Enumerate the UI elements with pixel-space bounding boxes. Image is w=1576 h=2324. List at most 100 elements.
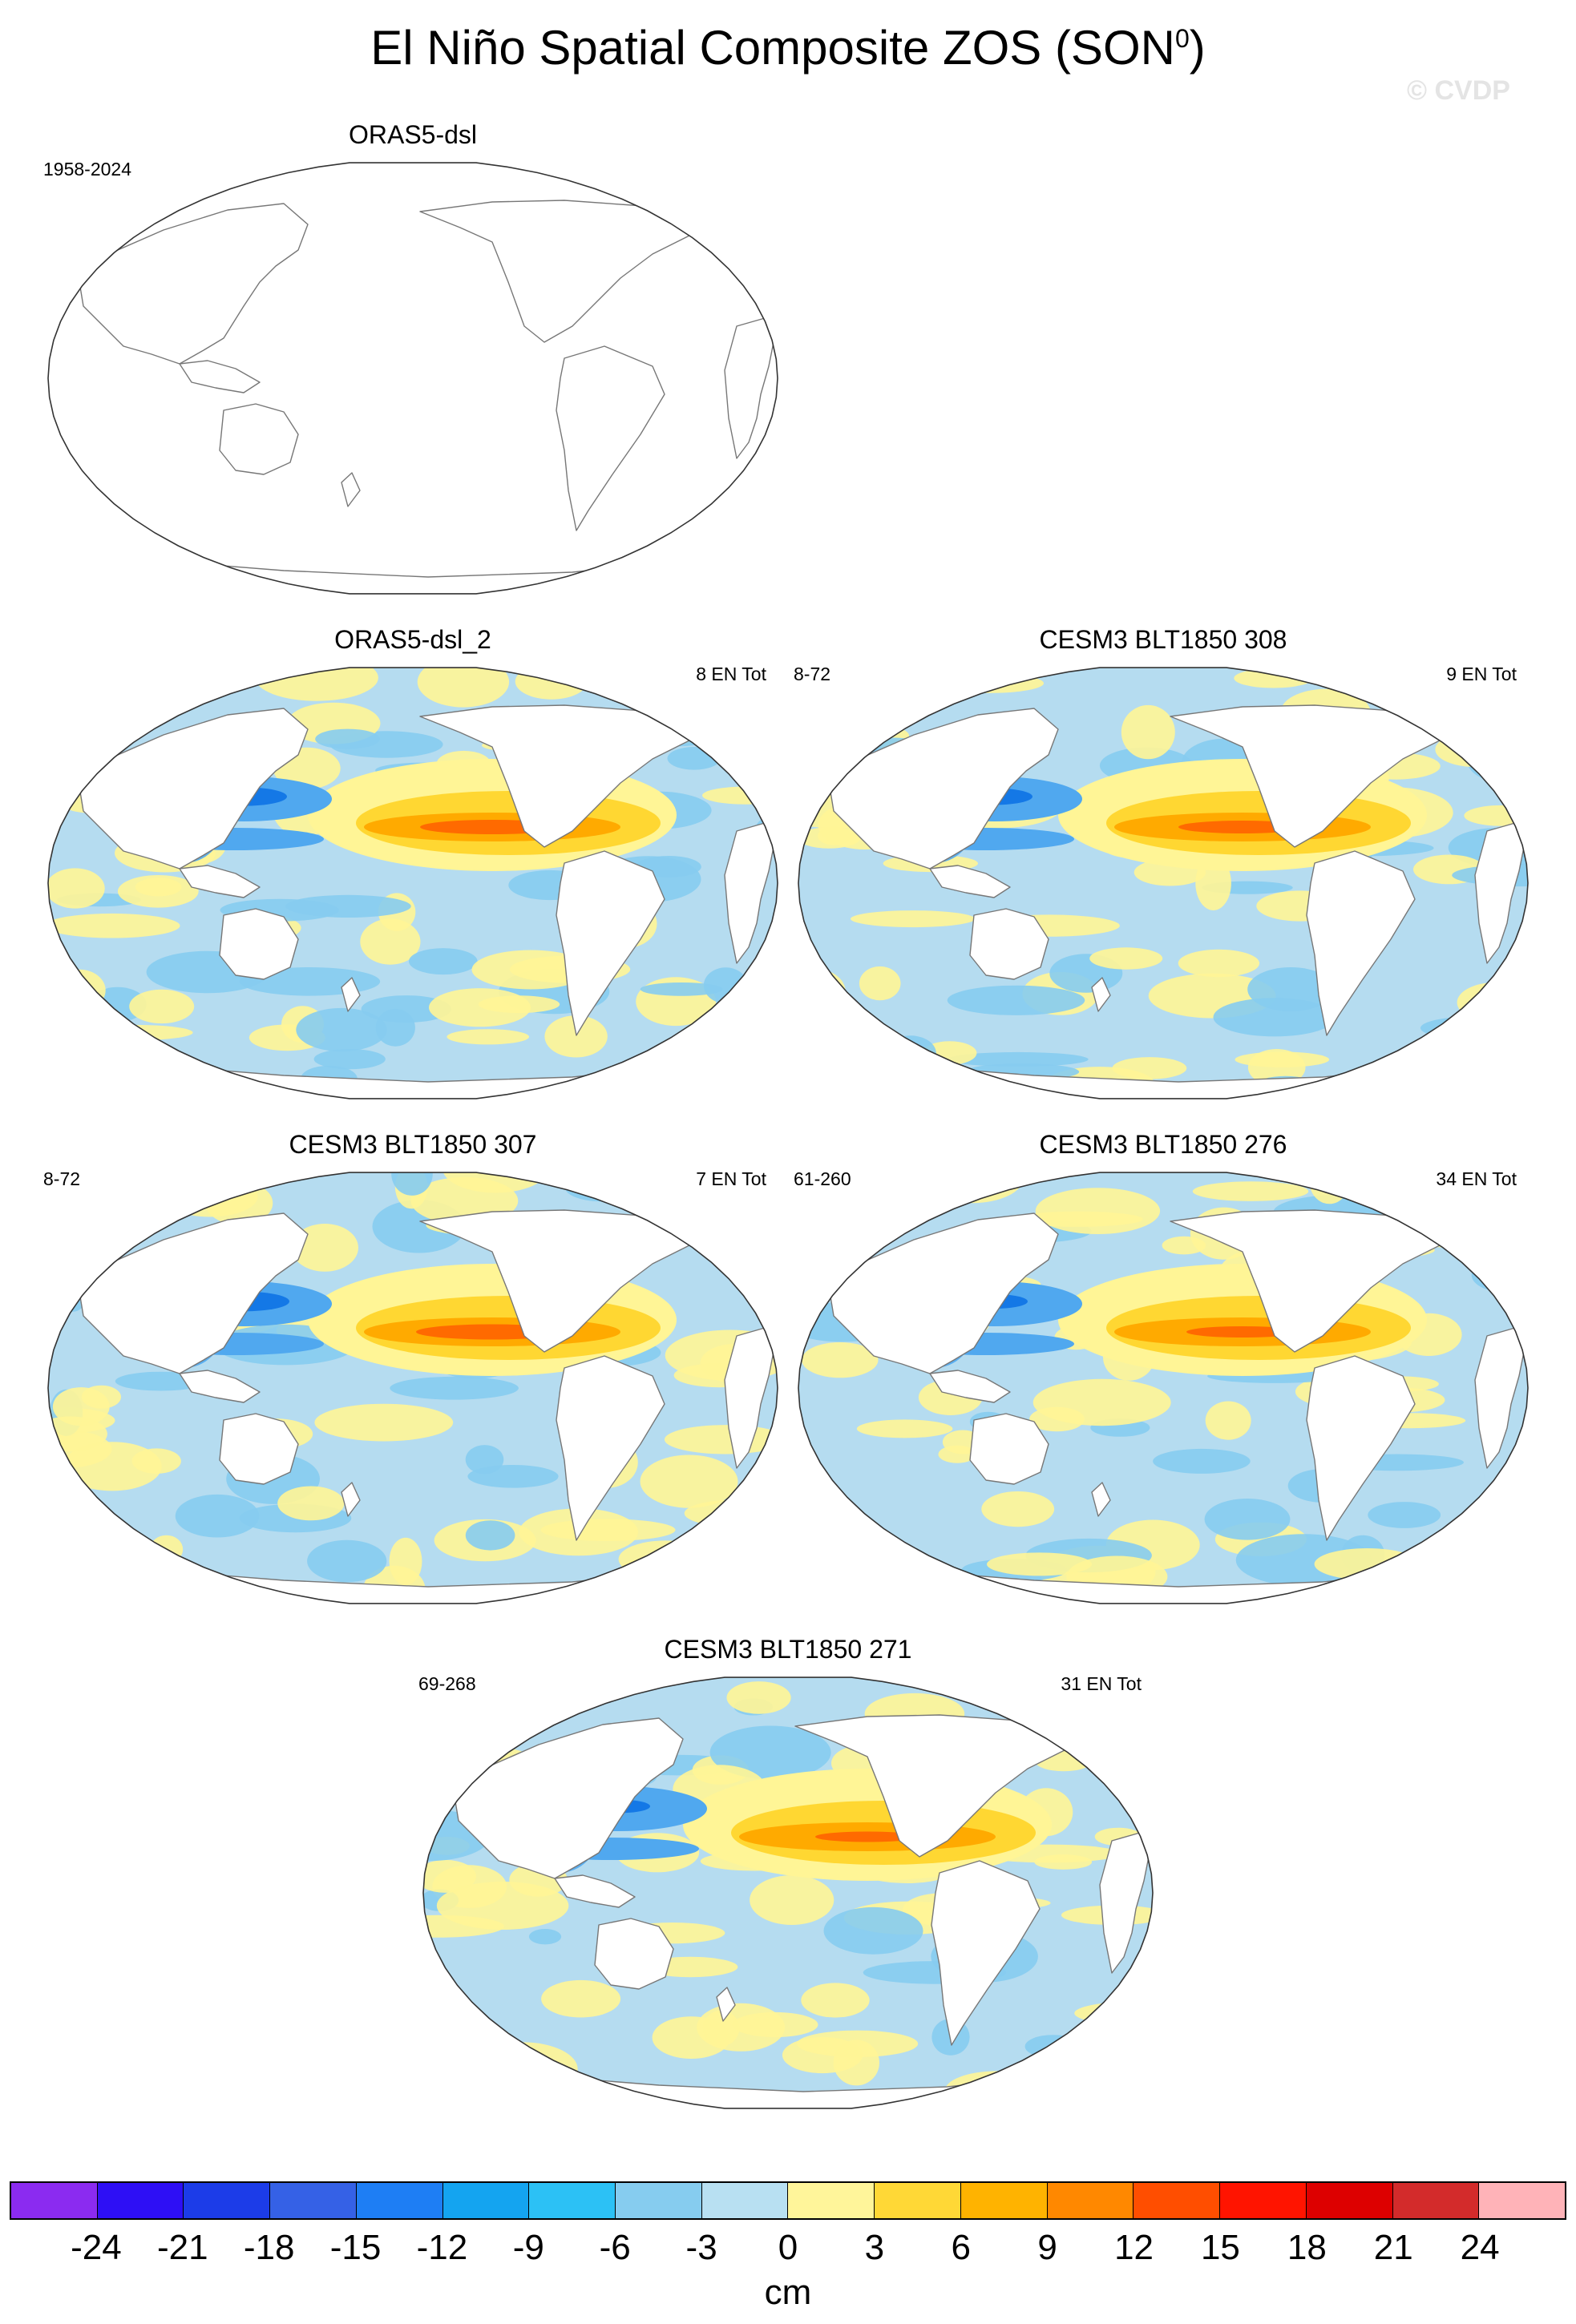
anomaly-patch <box>511 2085 608 2108</box>
anomaly-patch <box>859 966 901 1001</box>
robinson-map <box>43 154 782 603</box>
colorbar-bin <box>97 2183 184 2218</box>
se-asia-islands-landmass <box>929 865 1011 898</box>
panel-title: CESM3 BLT1850 276 <box>1039 1130 1287 1159</box>
colorbar-tick-label: 0 <box>778 2228 798 2267</box>
anomaly-patch <box>467 1465 559 1488</box>
panel-event-count: 31 EN Tot <box>1061 1673 1142 1694</box>
anomaly-patch <box>307 1539 387 1583</box>
robinson-map <box>794 659 1533 1108</box>
map-svg <box>47 162 778 595</box>
anomaly-patch <box>48 868 105 909</box>
anomaly-patch <box>1368 1502 1441 1528</box>
colorbar-bin <box>960 2183 1048 2218</box>
anomaly-patch <box>296 1007 387 1052</box>
south-america-landmass <box>556 345 665 531</box>
anomaly-patch <box>851 910 976 928</box>
anomaly-patch <box>856 1419 953 1438</box>
north-america-landmass <box>1170 704 1452 848</box>
anomaly-patch <box>1449 1054 1528 1096</box>
anomaly-patch <box>1109 1677 1153 1698</box>
colorbar-bin <box>1047 2183 1134 2218</box>
anomaly-patch <box>944 2071 1049 2108</box>
anomaly-patch <box>802 1342 879 1378</box>
anomaly-patch <box>1489 668 1528 693</box>
anomaly-patch <box>798 703 838 726</box>
asia-landmass <box>454 1717 684 1879</box>
anomaly-patch <box>1474 1592 1528 1604</box>
north-america-landmass <box>419 704 701 848</box>
anomaly-patch <box>135 878 182 897</box>
map-svg <box>47 1172 778 1604</box>
anomaly-patch <box>1089 947 1163 970</box>
anomaly-patch <box>313 1049 386 1070</box>
new-zealand-landmass <box>1091 977 1111 1012</box>
greenland-landmass <box>652 682 729 717</box>
anomaly-patch <box>1010 2073 1081 2105</box>
new-zealand-landmass <box>1091 1482 1111 1517</box>
panel-event-count: 9 EN Tot <box>1446 664 1517 684</box>
anomaly-patch <box>1409 1538 1492 1585</box>
anomaly-patch <box>1035 1188 1161 1234</box>
colorbar-tick-label: 24 <box>1460 2228 1500 2267</box>
se-asia-islands-landmass <box>179 360 261 393</box>
map-outline <box>47 162 778 595</box>
colorbar-tick-label: -15 <box>329 2228 382 2267</box>
north-america-landmass <box>1170 1209 1452 1353</box>
anomaly-patch <box>798 981 835 1025</box>
map-outline <box>47 1172 778 1604</box>
anomaly-patch <box>375 1008 415 1047</box>
cvdp-watermark: © CVDP <box>1407 75 1510 106</box>
panel-period-label: 61-260 <box>794 1168 851 1189</box>
anomaly-patch <box>389 1537 422 1585</box>
greenland-landmass <box>1402 682 1480 717</box>
greenland-landmass <box>652 1187 729 1222</box>
anomaly-patch <box>541 1979 621 2018</box>
anomaly-patch <box>409 948 478 975</box>
australia-landmass <box>969 1413 1049 1485</box>
anomaly-patch <box>314 1403 454 1442</box>
anomaly-patch <box>1235 1051 1330 1067</box>
anomaly-patch <box>797 2030 919 2057</box>
anomaly-patch <box>1234 668 1313 688</box>
asia-landmass <box>829 1212 1059 1374</box>
south-america-landmass <box>1306 850 1416 1036</box>
map-svg <box>798 667 1529 1099</box>
new-zealand-landmass <box>341 472 361 507</box>
anomaly-patch <box>58 1061 179 1099</box>
map-svg <box>798 1172 1529 1604</box>
anomaly-patch <box>798 1172 893 1214</box>
anomaly-patch <box>1403 1071 1470 1099</box>
colorbar-bin <box>356 2183 443 2218</box>
anomaly-patch <box>291 1224 359 1272</box>
colorbar-bin <box>1392 2183 1480 2218</box>
anomaly-patch <box>501 2060 544 2091</box>
colorbar-units: cm <box>764 2273 812 2312</box>
anomaly-patch <box>48 680 161 726</box>
map-outline <box>798 1172 1529 1604</box>
anomaly-patch <box>709 1725 831 1780</box>
anomaly-patch <box>1086 1677 1153 1696</box>
anomaly-patch <box>544 1015 608 1058</box>
map-svg <box>422 1676 1154 2109</box>
anomaly-patch <box>1367 1074 1409 1099</box>
colorbar-tick-label: 21 <box>1373 2228 1413 2267</box>
panel-title: CESM3 BLT1850 271 <box>664 1635 912 1664</box>
south-america-landmass <box>931 1860 1041 2046</box>
anomaly-patch <box>1032 1378 1171 1426</box>
anomaly-patch <box>1205 1401 1251 1440</box>
new-zealand-landmass <box>716 1987 736 2022</box>
anomaly-patch <box>48 741 109 776</box>
colorbar-tick-label: -24 <box>71 2228 122 2267</box>
colorbar-bin <box>1134 2183 1221 2218</box>
panel-period-label: 69-268 <box>418 1673 476 1694</box>
anomaly-patch <box>423 1677 511 1690</box>
se-asia-islands-landmass <box>929 1370 1011 1403</box>
panel-period-label: 8-72 <box>43 1168 81 1189</box>
asia-landmass <box>829 708 1059 869</box>
anomaly-patch <box>52 1387 110 1426</box>
panel-event-count: 8 EN Tot <box>696 664 766 684</box>
anomaly-patch <box>1178 949 1260 978</box>
anomaly-patch <box>1073 2072 1146 2093</box>
colorbar-tick-label: 6 <box>951 2228 972 2267</box>
